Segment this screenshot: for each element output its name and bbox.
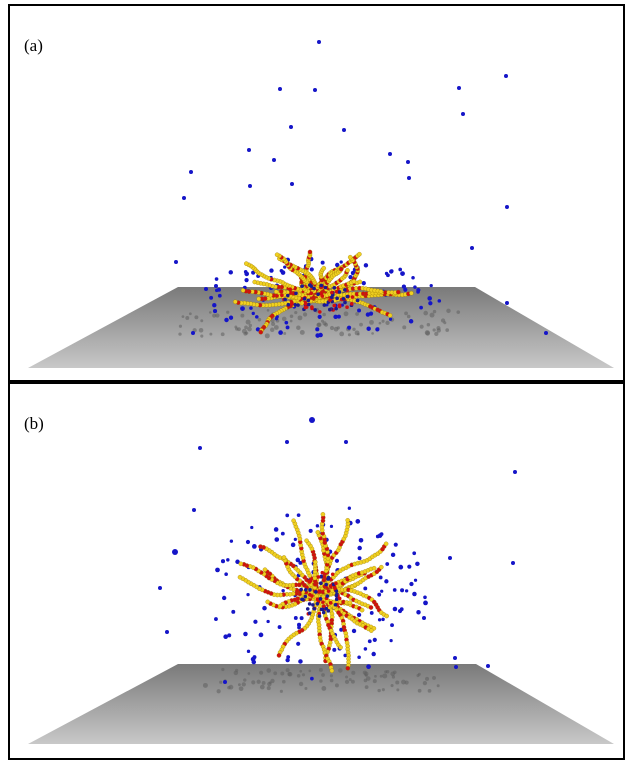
substrate-plane xyxy=(28,664,614,744)
brush-core xyxy=(299,570,342,618)
simulation-render-b xyxy=(28,417,614,744)
panel-label-a: (a) xyxy=(24,36,43,55)
substrate-plane xyxy=(28,287,614,368)
panel-a: (a) xyxy=(8,4,625,384)
brush-core xyxy=(280,283,360,314)
polymer-chains xyxy=(233,249,414,335)
panel-b: (b) xyxy=(8,380,625,760)
simulation-render-a xyxy=(28,40,614,368)
panel-label-b: (b) xyxy=(24,414,44,433)
bead-shadows xyxy=(202,667,440,694)
